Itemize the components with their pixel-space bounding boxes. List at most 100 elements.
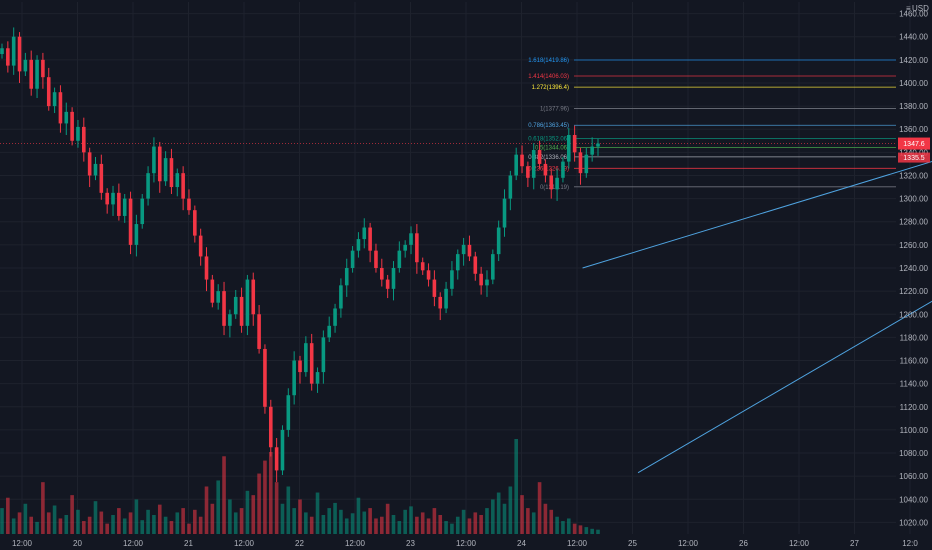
volume-bar [251, 495, 256, 534]
candle-body [292, 360, 296, 396]
candle-body [93, 163, 98, 176]
candle-body [274, 447, 279, 471]
candle-body [415, 233, 419, 263]
volume-bar [17, 512, 22, 534]
candle-body [210, 279, 215, 303]
fib-level-label: 1.272(1396.4) [532, 85, 569, 91]
volume-bar [344, 518, 349, 534]
current-price-tag[interactable] [898, 137, 930, 150]
candle-body [122, 198, 127, 216]
candle-body [58, 92, 63, 124]
fib-level-label: 0.5(1344.06) [535, 146, 569, 152]
candle-body [245, 279, 250, 326]
candle-body [157, 146, 162, 182]
candle-body [105, 192, 109, 205]
candle-body [23, 59, 28, 72]
secondary-price-tag-label: 1335.5 [903, 155, 925, 162]
volume-bar [292, 508, 296, 534]
candle-body [479, 273, 483, 286]
volume-bar [403, 509, 407, 534]
volume-bar [134, 499, 139, 534]
volume-bar [233, 512, 238, 534]
volume-bar [146, 509, 150, 534]
candle-body [391, 268, 396, 289]
volume-bar [491, 499, 495, 534]
trend-lines[interactable] [582, 23, 932, 474]
candle-body [286, 395, 291, 430]
candle-body [578, 152, 583, 174]
volume-bar [46, 512, 51, 534]
volume-bar [514, 439, 518, 534]
volume-bar [432, 508, 437, 534]
fib-level-label: 1.414(1406.03) [528, 74, 569, 80]
candle-body [432, 279, 437, 297]
fib-level-label: 0.382(1336.06) [528, 155, 569, 161]
candle-body [531, 150, 536, 178]
fib-retracement[interactable]: 1.618(1419.86) 1.414(1406.03) 1.272(1396.4… [0, 58, 896, 191]
volume-bar [531, 512, 536, 534]
price-axis[interactable]: 1460.00 1440.00 1420.00 1400.00 1380.00 1360.… [898, 10, 930, 528]
volume-bar [543, 503, 548, 534]
time-tick-label: 12:00 [345, 539, 366, 548]
candle-body [41, 59, 45, 78]
candle-body [590, 146, 594, 155]
price-tick-label: 1360.00 [899, 125, 928, 134]
fib-level-label: 0.786(1363.45) [528, 123, 569, 129]
time-tick-label: 12:00 [12, 539, 33, 548]
candle-body [233, 296, 238, 315]
time-tick-label: 12:00 [456, 539, 477, 548]
volume-bar [286, 486, 291, 534]
volume-bar [239, 508, 244, 534]
candle-body [321, 337, 326, 373]
current-price-tag-label: 1347.6 [903, 141, 925, 148]
candle-body [175, 173, 180, 188]
volume-bar [58, 518, 63, 534]
volume-bar [263, 460, 267, 534]
volume-bar [350, 513, 355, 534]
volume-bar [590, 528, 594, 534]
volume-bar [450, 523, 454, 534]
volume-bar [169, 521, 174, 534]
volume-bar [111, 515, 115, 534]
upper-trendline[interactable] [582, 23, 932, 269]
volume-bar [391, 515, 396, 534]
volume-bar [52, 505, 57, 534]
candle-body [368, 227, 372, 251]
price-tick-label: 1240.00 [899, 264, 928, 273]
candle-body [268, 406, 273, 448]
candle-body [35, 59, 39, 89]
candle-body [257, 314, 261, 349]
volume-bar [426, 518, 431, 534]
time-axis[interactable]: 12:00 20 12:00 21 12:00 22 12:00 23 12:00 24 12:00… [12, 539, 918, 548]
volume-bar [485, 508, 489, 534]
candle-body [444, 288, 448, 309]
candle-body [263, 348, 267, 407]
candle-body [111, 192, 115, 205]
lower-trendline[interactable] [637, 23, 932, 474]
price-tick-label: 1200.00 [899, 310, 928, 319]
volume-bar [87, 516, 92, 534]
price-tick-label: 1460.00 [899, 10, 928, 19]
candle-body [467, 244, 472, 257]
currency-icon: ≡ [906, 4, 911, 13]
volume-bar [596, 529, 600, 534]
volume-bar [76, 509, 80, 534]
candle-body [543, 163, 548, 176]
volume-bar [549, 509, 554, 534]
candle-body [280, 429, 285, 471]
volume-bar [210, 503, 215, 534]
candle-body [496, 227, 501, 255]
volume-bar [152, 515, 156, 534]
candle-body [485, 279, 489, 286]
volume-bar [163, 516, 168, 534]
candle-body [29, 59, 34, 89]
candle-body [514, 154, 518, 176]
candle-body [508, 175, 513, 199]
volume-bar [321, 515, 326, 534]
candle-body [403, 244, 407, 251]
volume-bar [479, 515, 483, 534]
candle-body [298, 360, 302, 373]
secondary-price-tag[interactable] [898, 152, 930, 163]
volume-bar [187, 523, 191, 534]
